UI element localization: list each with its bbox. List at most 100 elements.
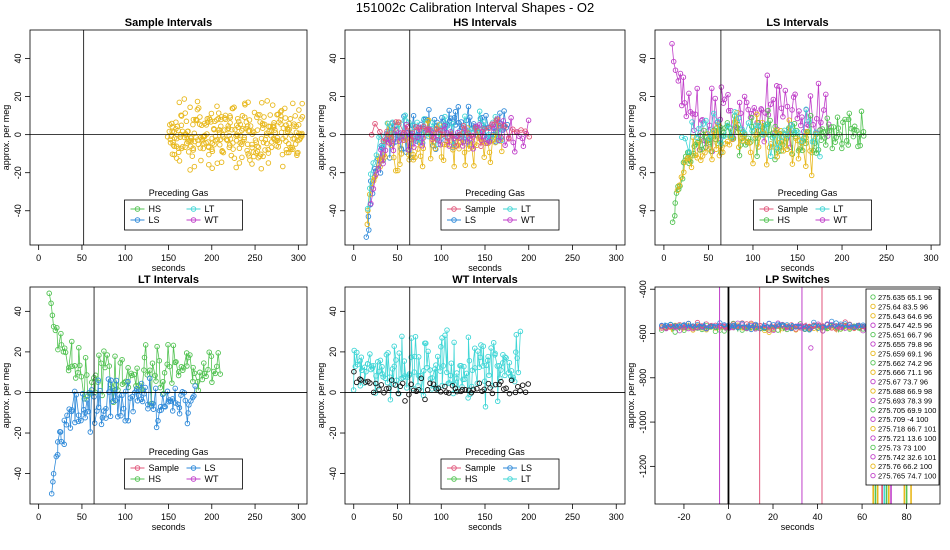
data-point [763,161,770,168]
y-tick-label: 40 [13,54,23,64]
data-point [510,139,516,146]
data-point [789,161,796,167]
y-tick-label: -40 [13,204,23,217]
data-point [461,363,467,370]
lp-point [681,322,687,328]
data-point [119,392,125,399]
x-tick-label: 200 [204,512,219,522]
data-point [672,200,678,206]
x-tick-label: 300 [609,253,624,263]
data-point [465,103,472,110]
legend-swatch-point [870,454,876,460]
data-point [227,120,233,126]
data-point [299,130,305,137]
plot-frame [654,29,941,246]
data-point [679,175,686,182]
y-tick-label: -20 [13,427,23,440]
data-point [204,131,210,137]
data-point [208,353,215,359]
data-point [95,377,102,383]
data-point [460,123,467,129]
data-point [154,343,160,350]
data-point [191,370,198,377]
x-tick-label: 300 [291,253,306,263]
data-point [84,372,90,378]
legend-swatch-point [870,425,876,432]
data-point [195,105,202,111]
data-point [185,149,192,155]
data-point [145,405,151,412]
lp-trace [661,321,885,330]
data-point [790,94,797,100]
data-point [372,165,378,172]
plot-area [659,287,912,504]
x-tick-label: 0 [36,512,41,522]
data-point [249,141,255,148]
lp-point [672,329,678,335]
data-point [175,401,181,408]
data-point [282,105,288,112]
data-point [54,451,61,458]
data-point [481,119,487,125]
legend-label: 275.643 64.6 96 [878,312,932,321]
data-point [92,372,99,379]
y-tick-label: -40 [638,204,648,217]
data-point [280,163,286,170]
legend-swatch-point [870,378,876,385]
legend-box [440,458,560,490]
panel-title: LP Switches [765,274,830,286]
data-point [508,115,514,121]
data-point [755,144,762,150]
data-point [373,171,379,177]
data-point [466,357,473,364]
data-point [367,171,374,177]
legend: Preceding Gas HS LT LS WT [124,188,243,231]
data-point [799,138,805,144]
data-point [784,103,791,110]
legend-box [124,199,243,231]
data-point [244,141,251,148]
data-point [274,134,281,141]
data-point [500,118,507,124]
data-point [489,121,495,127]
panel-3: LS Intervals 0 50 100 150 200 250 300 -40 -20 0 20 4… [626,17,941,273]
data-point [233,164,239,171]
data-point [194,117,200,124]
data-point [278,121,284,127]
data-point [175,149,182,156]
data-point [401,373,408,379]
data-point [197,145,204,151]
x-axis-label: seconds [152,522,186,532]
x-tick-label: 50 [392,253,402,263]
plot-area [164,96,306,173]
data-point [198,157,204,164]
y-axis-label: approx. per meg [626,363,636,429]
data-point [265,160,272,166]
data-point [420,145,427,152]
plot-frame [29,286,308,505]
data-point [141,367,147,373]
data-point [269,102,276,108]
data-point [222,116,229,123]
data-point [680,74,687,80]
legend-label: 275.67 73.7 96 [878,378,928,387]
data-point [182,110,188,116]
data-point [268,144,275,151]
panel-title: HS Intervals [453,17,517,29]
data-point [294,152,300,159]
data-point [367,380,373,386]
data-point [419,163,426,170]
data-point [175,372,182,379]
x-tick-label: 200 [521,253,536,263]
data-point [101,348,107,354]
data-point [702,149,708,156]
data-point [523,130,530,137]
data-point [295,122,302,128]
data-point [506,359,513,366]
data-point [430,119,436,126]
data-point [98,360,104,366]
series-line [48,293,221,404]
data-point [55,346,61,353]
series-lt [350,327,524,410]
